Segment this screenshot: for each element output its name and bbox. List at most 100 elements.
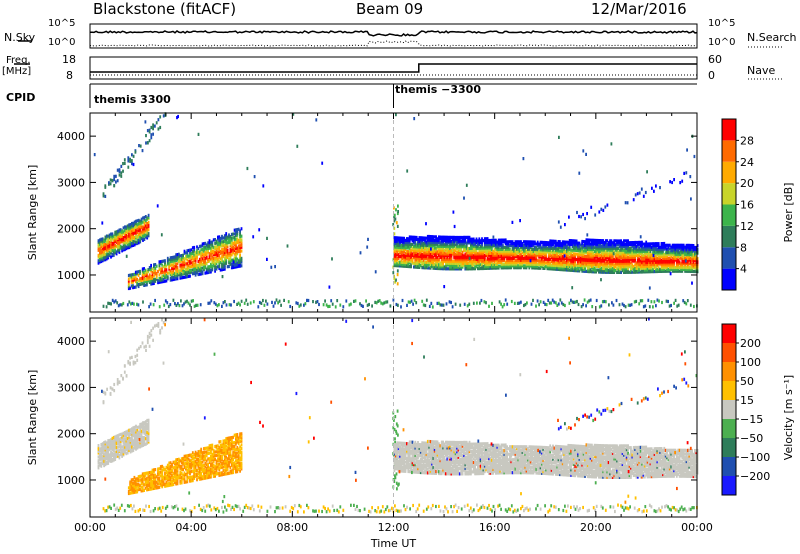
heatmap-cell [212, 245, 215, 249]
heatmap-cell [449, 259, 451, 263]
heatmap-cell [179, 263, 182, 267]
heatmap-cell [648, 260, 650, 265]
heatmap-cell [454, 256, 457, 260]
heatmap-cell [666, 251, 668, 255]
heatmap-cell [110, 236, 112, 240]
heatmap-cell [161, 280, 164, 284]
heatmap-cell [169, 269, 172, 273]
heatmap-cell [229, 244, 232, 248]
heatmap-cell [582, 245, 585, 249]
heatmap-cell [447, 263, 450, 267]
heatmap-cell [193, 257, 196, 261]
heatmap-cell [646, 264, 649, 268]
heatmap-cell [586, 260, 589, 264]
heatmap-cell [186, 254, 189, 258]
heatmap-cell [418, 239, 421, 244]
heatmap-cell [140, 233, 143, 237]
heatmap-cell [239, 233, 241, 237]
heatmap-cell [623, 243, 625, 247]
heatmap-cell [103, 242, 105, 246]
heatmap-cell [641, 264, 643, 268]
heatmap-cell [547, 265, 550, 269]
heatmap-cell [458, 248, 461, 252]
heatmap-cell [477, 244, 479, 248]
heatmap-cell [413, 246, 415, 250]
heatmap-cell [522, 243, 525, 248]
heatmap-cell [694, 249, 696, 253]
heatmap-cell [568, 264, 571, 269]
heatmap-cell [191, 262, 194, 267]
heatmap-cell [600, 255, 603, 259]
nave-label: Nave [747, 64, 776, 77]
heatmap-cell [230, 266, 233, 270]
heatmap-cell [532, 266, 535, 270]
heatmap-cell [577, 247, 579, 251]
heatmap-cell [327, 304, 329, 309]
heatmap-cell [531, 255, 533, 259]
heatmap-cell [112, 250, 115, 254]
heatmap-cell [141, 267, 144, 271]
heatmap-cell [518, 301, 521, 305]
heatmap-cell [464, 246, 467, 251]
heatmap-cell [108, 233, 111, 237]
heatmap-cell [233, 228, 236, 232]
heatmap-cell [675, 245, 678, 249]
heatmap-cell [117, 304, 120, 308]
heatmap-cell [439, 303, 442, 307]
heatmap-cell [657, 268, 660, 272]
heatmap-cell [531, 247, 533, 251]
heatmap-cell [625, 268, 628, 273]
heatmap-cell [618, 248, 621, 252]
heatmap-cell [595, 255, 597, 259]
heatmap-cell [563, 247, 565, 251]
heatmap-cell [681, 262, 684, 266]
heatmap-cell [657, 251, 660, 255]
heatmap-cell [563, 268, 565, 272]
heatmap-cell [511, 253, 514, 257]
heatmap-cell [550, 239, 553, 243]
heatmap-cell [367, 237, 369, 241]
heatmap-cell [503, 257, 506, 261]
heatmap-cell [378, 299, 381, 303]
heatmap-cell [421, 236, 424, 240]
heatmap-cell [503, 253, 506, 257]
heatmap-cell [521, 262, 524, 266]
heatmap-cell [450, 267, 453, 271]
heatmap-cell [374, 270, 377, 274]
heatmap-cell [662, 254, 664, 259]
heatmap-cell [185, 269, 187, 273]
heatmap-cell [628, 270, 631, 274]
heatmap-cell [501, 305, 504, 309]
heatmap-cell [442, 256, 444, 260]
heatmap-cell [559, 267, 561, 272]
heatmap-cell [421, 299, 424, 303]
heatmap-cell [457, 237, 460, 241]
heatmap-cell [394, 252, 397, 257]
heatmap-cell [125, 247, 128, 251]
heatmap-cell [100, 251, 103, 255]
heatmap-cell [638, 257, 641, 261]
heatmap-cell [472, 261, 475, 265]
heatmap-cell [468, 252, 471, 256]
heatmap-cell [418, 263, 421, 268]
heatmap-cell [436, 261, 439, 265]
heatmap-cell [578, 249, 581, 253]
heatmap-cell [425, 298, 428, 302]
heatmap-cell [239, 245, 241, 250]
heatmap-cell [421, 262, 424, 266]
heatmap-cell [696, 244, 699, 248]
heatmap-cell [212, 249, 215, 253]
heatmap-cell [510, 242, 513, 246]
heatmap-cell [660, 258, 663, 262]
heatmap-cell [204, 271, 207, 275]
heatmap-cell [442, 303, 445, 307]
heatmap-cell [609, 261, 611, 265]
heatmap-cell [201, 266, 204, 270]
heatmap-cell [632, 248, 635, 252]
heatmap-cell [226, 250, 229, 254]
heatmap-cell [510, 260, 513, 264]
heatmap-cell [628, 241, 631, 245]
heatmap-cell [110, 240, 112, 244]
heatmap-cell [581, 267, 584, 271]
heatmap-cell [492, 251, 495, 255]
